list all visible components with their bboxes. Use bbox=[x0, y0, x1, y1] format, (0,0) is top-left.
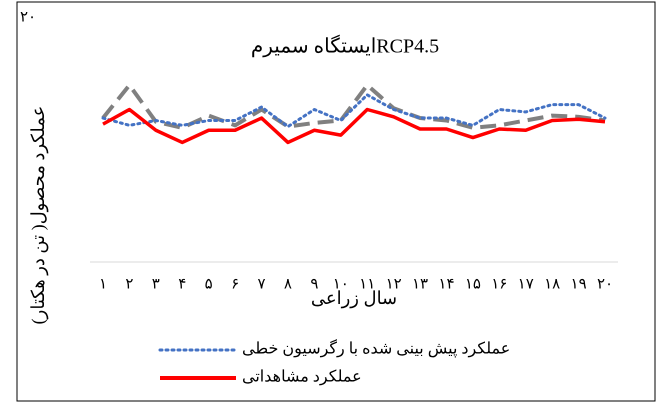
x-tick-label: ۴ bbox=[178, 276, 186, 292]
x-tick-label: ۱۷ bbox=[518, 276, 534, 292]
x-tick-label: ۵ bbox=[205, 276, 213, 292]
y-axis-title: عملکرد محصول( تن در هکتار) bbox=[28, 106, 49, 325]
x-tick-label: ۱۴ bbox=[438, 276, 454, 292]
x-tick-label: ۳ bbox=[152, 276, 160, 292]
x-tick-label: ۱۶ bbox=[491, 276, 507, 292]
series-line bbox=[102, 107, 606, 145]
x-tick-label: ۲ bbox=[125, 276, 133, 292]
x-tick-label: ۲۰ bbox=[597, 276, 613, 292]
x-axis-title: سال زراعی bbox=[311, 288, 397, 309]
x-tick-label: ۱۹ bbox=[571, 276, 587, 292]
legend-label: عملکرد مشاهداتی bbox=[242, 369, 362, 386]
x-tick-label: ۱۲ bbox=[386, 276, 402, 292]
x-tick-label: ۹ bbox=[310, 276, 318, 292]
legend-label: عملکرد پیش بینی شده با رگرسیون خطی bbox=[242, 339, 510, 358]
x-tick-label: ۱۸ bbox=[544, 276, 560, 292]
chart-title: ایستگاه سمیرمRCP4.5 bbox=[251, 35, 439, 58]
x-tick-label: ۶ bbox=[231, 276, 239, 292]
x-tick-label: ۱۱ bbox=[359, 276, 375, 292]
y-tick-label: ۲۰ bbox=[20, 9, 36, 25]
x-tick-label: ۱۰ bbox=[333, 276, 349, 292]
x-tick-label: ۱۵ bbox=[465, 276, 481, 292]
x-tick-label: ۷ bbox=[257, 276, 265, 292]
x-tick-label: ۱۳ bbox=[412, 276, 428, 292]
x-tick-label: ۸ bbox=[284, 276, 292, 292]
chart-border bbox=[16, 1, 656, 402]
series-line bbox=[101, 93, 607, 129]
x-tick-label: ۱ bbox=[99, 276, 107, 292]
